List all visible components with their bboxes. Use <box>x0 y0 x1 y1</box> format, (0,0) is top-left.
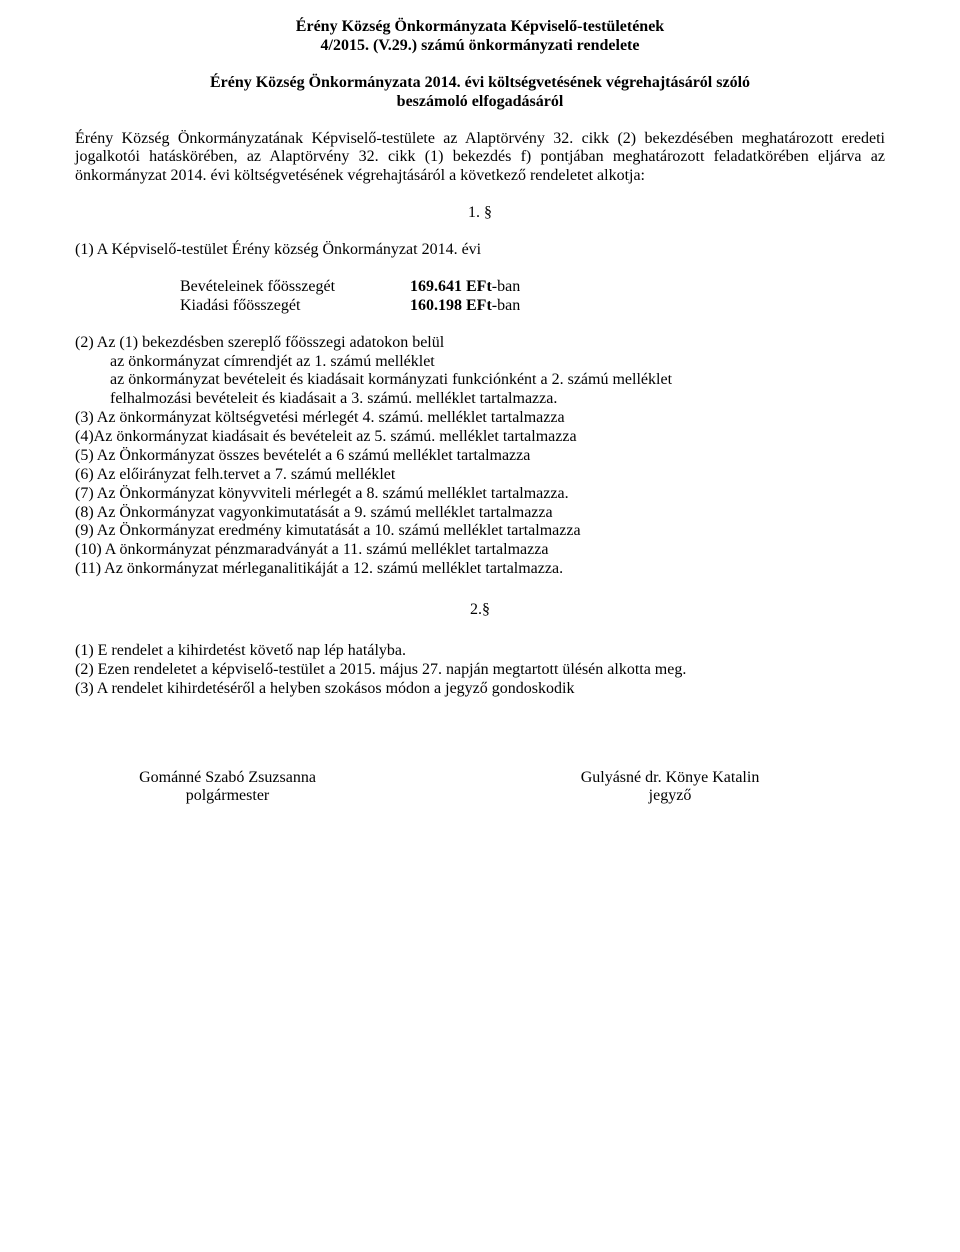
income-value: 169.641 EFt <box>410 278 492 295</box>
list-line-9: (9) Az Önkormányzat eredmény kimutatását… <box>75 522 885 541</box>
title-line-2: 4/2015. (V.29.) számú önkormányzati rend… <box>75 37 885 56</box>
subtitle-line-2: beszámoló elfogadásáról <box>75 93 885 112</box>
expense-label: Kiadási főösszegét <box>180 297 410 316</box>
closing-line-3: (3) A rendelet kihirdetéséről a helyben … <box>75 680 885 699</box>
list-line-2c: felhalmozási bevételeit és kiadásait a 3… <box>110 390 885 409</box>
list-line-6: (6) Az előirányzat felh.tervet a 7. szám… <box>75 466 885 485</box>
list-line-2b: az önkormányzat bevételeit és kiadásait … <box>110 371 885 390</box>
signature-row: Gománné Szabó Zsuzsanna polgármester Gul… <box>75 769 885 807</box>
amounts-block: Bevételeinek főösszegét 169.641 EFt-ban … <box>180 278 885 316</box>
list-line-5: (5) Az Önkormányzat összes bevételét a 6… <box>75 447 885 466</box>
signature-right: Gulyásné dr. Könye Katalin jegyző <box>480 769 885 807</box>
sign-left-name: Gománné Szabó Zsuzsanna <box>139 769 316 786</box>
signature-left: Gománné Szabó Zsuzsanna polgármester <box>75 769 480 807</box>
subtitle-line-1: Érény Község Önkormányzata 2014. évi köl… <box>75 74 885 93</box>
expense-suffix: -ban <box>492 297 520 314</box>
closing-line-2: (2) Ezen rendeletet a képviselő-testület… <box>75 661 885 680</box>
closing-line-1: (1) E rendelet a kihirdetést követő nap … <box>75 642 885 661</box>
list-line-11: (11) Az önkormányzat mérleganalitikáját … <box>75 560 885 579</box>
document-subtitle: Érény Község Önkormányzata 2014. évi köl… <box>75 74 885 112</box>
list-line-8: (8) Az Önkormányzat vagyonkimutatását a … <box>75 504 885 523</box>
expense-value: 160.198 EFt <box>410 297 492 314</box>
sign-left-title: polgármester <box>186 787 270 804</box>
sign-right-title: jegyző <box>649 787 692 804</box>
list-line-10: (10) A önkormányzat pénzmaradványát a 11… <box>75 541 885 560</box>
income-suffix: -ban <box>492 278 520 295</box>
section-2-number: 2.§ <box>75 601 885 620</box>
list-line-7: (7) Az Önkormányzat könyvviteli mérlegét… <box>75 485 885 504</box>
paragraphs-list: (2) Az (1) bekezdésben szereplő főösszeg… <box>75 334 885 579</box>
title-line-1: Érény Község Önkormányzata Képviselő-tes… <box>75 18 885 37</box>
list-line-2a: az önkormányzat címrendjét az 1. számú m… <box>110 353 885 372</box>
list-line-2-intro: (2) Az (1) bekezdésben szereplő főösszeg… <box>75 334 885 353</box>
preamble-text: Érény Község Önkormányzatának Képviselő-… <box>75 130 885 187</box>
expense-row: Kiadási főösszegét 160.198 EFt-ban <box>180 297 885 316</box>
list-line-4: (4)Az önkormányzat kiadásait és bevétele… <box>75 428 885 447</box>
section-1-number: 1. § <box>75 204 885 223</box>
income-label: Bevételeinek főösszegét <box>180 278 410 297</box>
list-line-3: (3) Az önkormányzat költségvetési mérleg… <box>75 409 885 428</box>
sign-right-name: Gulyásné dr. Könye Katalin <box>581 769 760 786</box>
document-title: Érény Község Önkormányzata Képviselő-tes… <box>75 18 885 56</box>
closing-block: (1) E rendelet a kihirdetést követő nap … <box>75 642 885 699</box>
paragraph-1-1: (1) A Képviselő-testület Érény község Ön… <box>75 241 885 260</box>
income-row: Bevételeinek főösszegét 169.641 EFt-ban <box>180 278 885 297</box>
